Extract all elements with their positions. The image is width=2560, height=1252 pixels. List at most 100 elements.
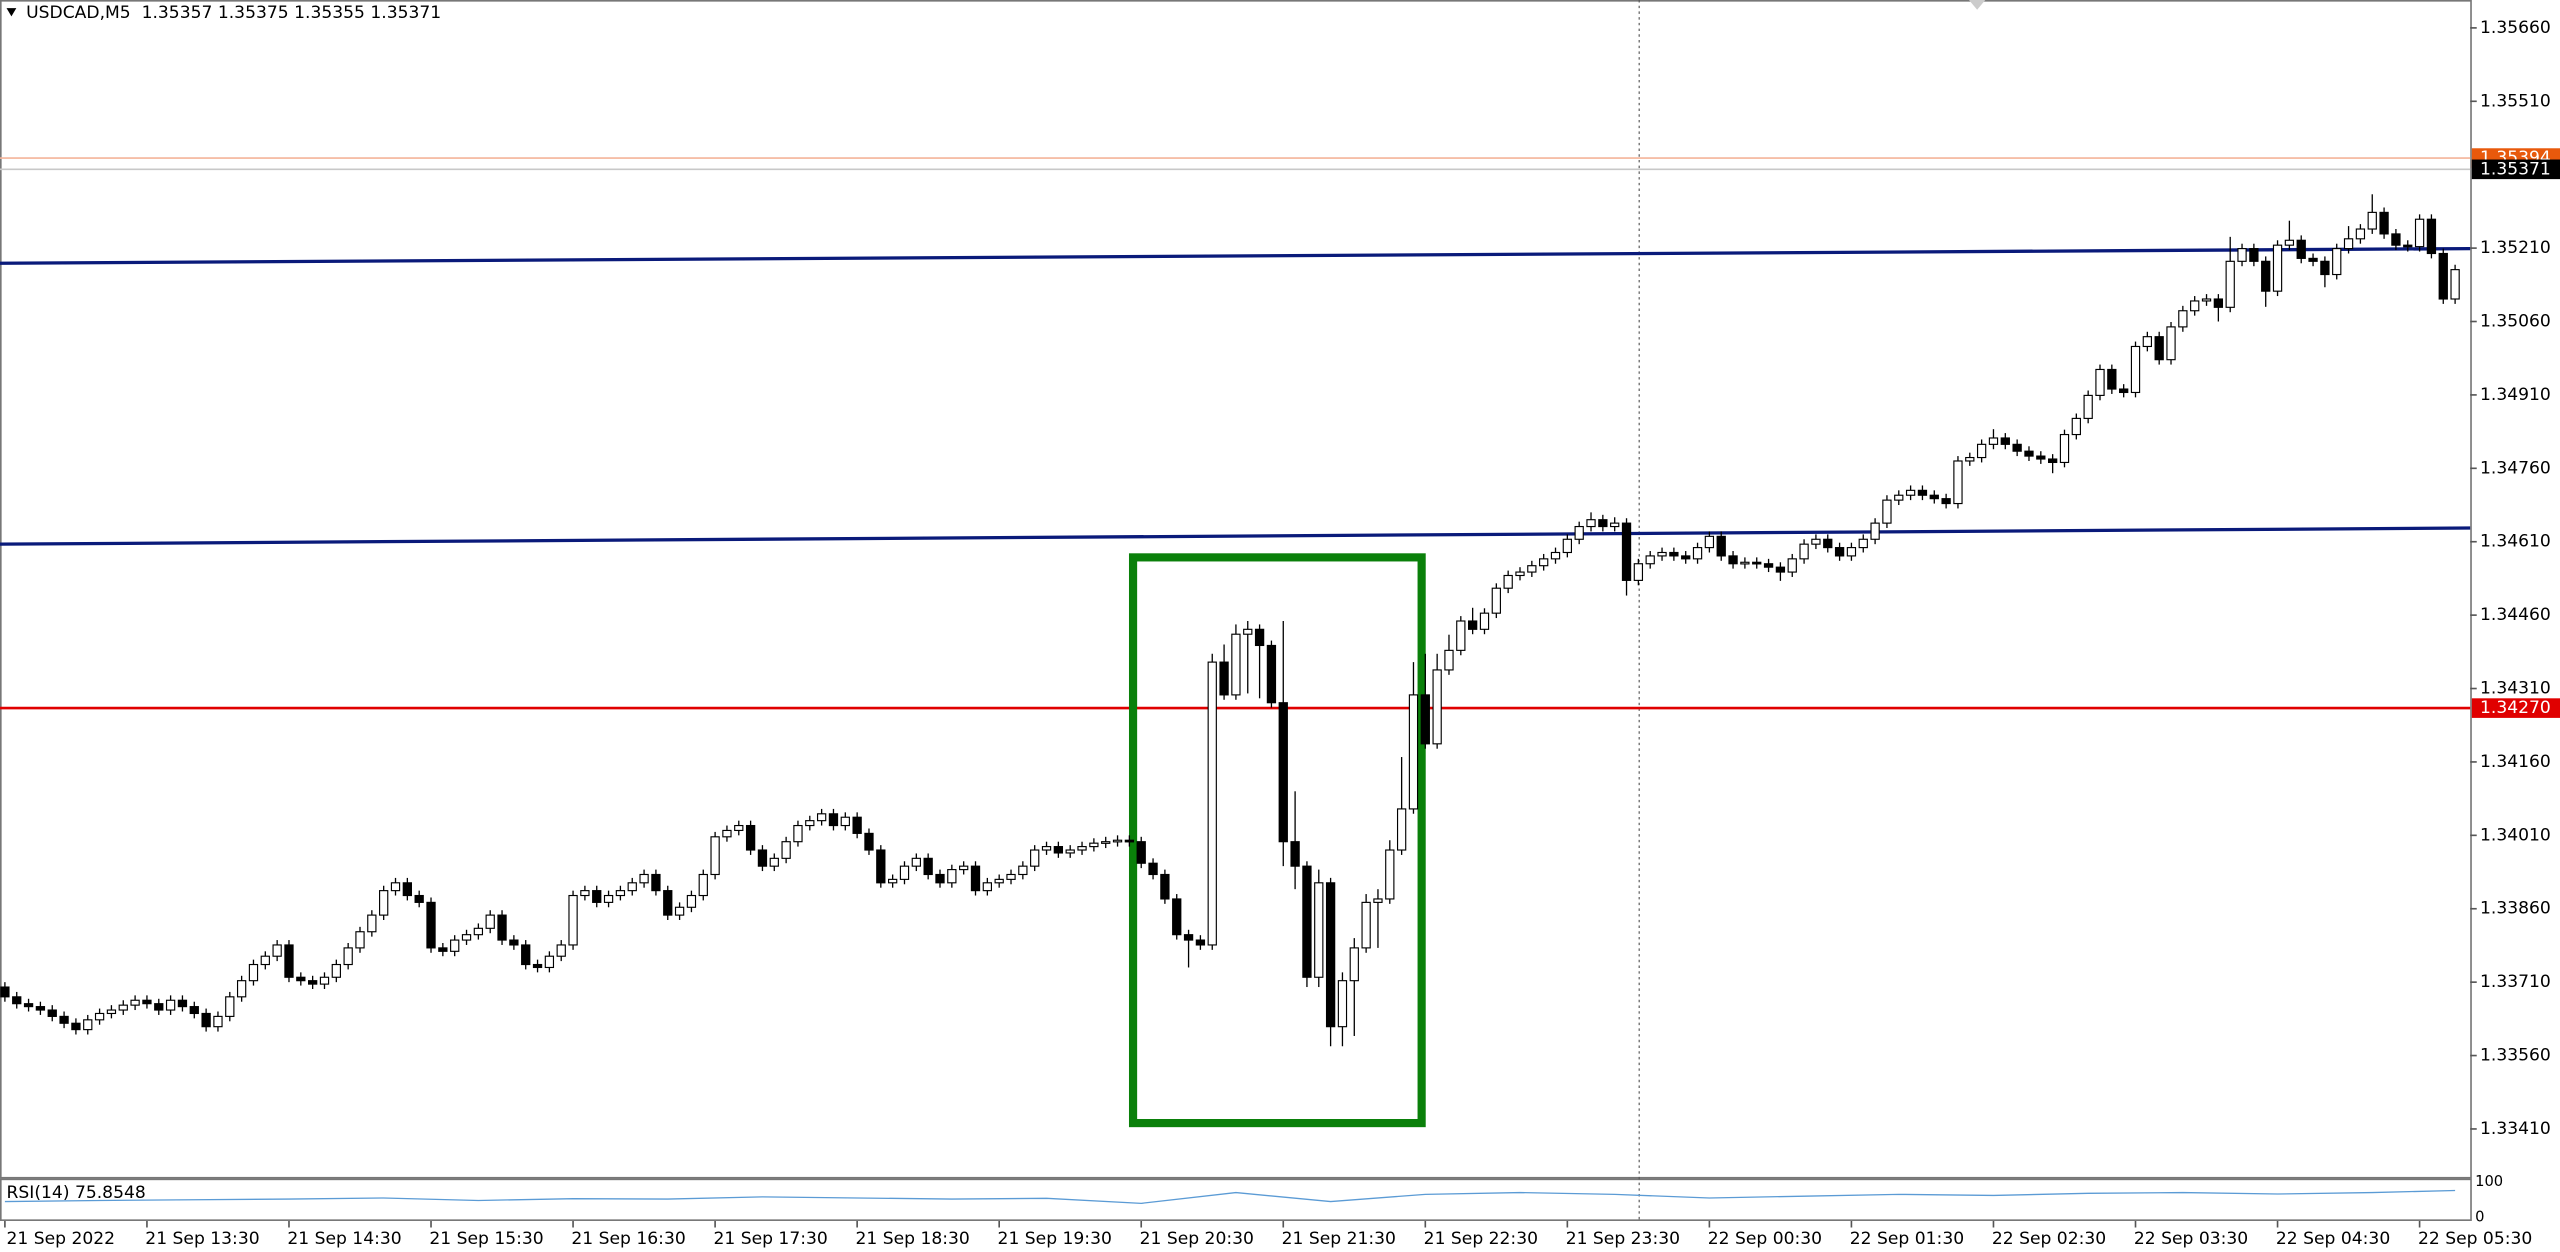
candle-body <box>367 914 377 933</box>
candle-body <box>864 832 874 851</box>
candle-body <box>94 1012 105 1021</box>
x-tick-label: 21 Sep 13:30 <box>145 1229 259 1249</box>
candle-body <box>840 816 850 827</box>
candle-body <box>1361 901 1371 949</box>
candle-body <box>1657 551 1667 557</box>
candle-body <box>947 869 957 884</box>
candle-body <box>2403 244 2413 248</box>
candle-body <box>722 829 732 838</box>
candle-body <box>2237 248 2247 262</box>
candle-body <box>781 841 791 859</box>
y-tick-label: 1.35060 <box>2480 312 2551 332</box>
candle-body <box>1669 551 1679 557</box>
candle-body <box>2296 239 2306 259</box>
candle-body <box>888 878 898 884</box>
candle-body <box>1136 841 1146 864</box>
candle-body <box>592 890 602 903</box>
candle-body <box>2154 336 2164 361</box>
candle-body <box>2332 248 2342 276</box>
candle-body <box>1811 538 1821 545</box>
candle-body <box>1385 849 1395 900</box>
candle-body <box>248 963 259 982</box>
candle-body <box>331 963 341 978</box>
candle-body <box>1254 628 1265 647</box>
candle-body <box>2201 298 2212 302</box>
candle-body <box>1905 489 1916 496</box>
y-tick-label: 1.33710 <box>2480 972 2551 992</box>
candle-body <box>485 914 495 929</box>
candle-body <box>236 980 247 998</box>
candle-body <box>12 996 22 1005</box>
candle-body <box>1775 566 1786 573</box>
candle-body <box>1752 561 1762 565</box>
candle-body <box>83 1019 93 1031</box>
x-tick-label: 21 Sep 21:30 <box>1282 1229 1396 1249</box>
candle-body <box>379 890 389 916</box>
x-tick-label: 22 Sep 04:30 <box>2276 1229 2390 1249</box>
candle-body <box>1219 661 1229 696</box>
x-tick-label: 21 Sep 14:30 <box>287 1229 401 1249</box>
rsi-line <box>4 1189 2456 1205</box>
candle-body <box>2320 260 2330 276</box>
y-tick-label: 1.33860 <box>2480 899 2551 919</box>
candle-body <box>2059 433 2070 464</box>
candle-body <box>544 955 555 969</box>
candle-body <box>1325 882 1336 1028</box>
candle-body <box>225 996 235 1017</box>
candle-body <box>615 890 626 897</box>
candle-body <box>568 894 578 946</box>
candle-body <box>1894 494 1904 501</box>
candle-body <box>1172 898 1182 936</box>
candle-body <box>2308 257 2318 262</box>
candle-body <box>2000 437 2010 445</box>
y-tick-label: 1.34910 <box>2480 385 2551 405</box>
candle-body <box>2355 228 2366 240</box>
candle-body <box>1953 460 1963 505</box>
candle-body <box>509 939 519 946</box>
candle-body <box>1077 846 1087 851</box>
candle-body <box>663 890 673 916</box>
candle-body <box>1728 555 1738 565</box>
candle-body <box>1763 563 1774 568</box>
candle-body <box>2249 248 2259 262</box>
candle-body <box>2166 326 2176 361</box>
y-tick-label: 1.34460 <box>2480 605 2551 625</box>
candle-body <box>118 1004 128 1011</box>
chart-header: USDCAD,M5 1.35357 1.35375 1.35355 1.3537… <box>26 3 441 23</box>
candle-body <box>47 1009 57 1017</box>
candle-body <box>154 1003 164 1011</box>
shift-marker <box>1968 0 1986 10</box>
candle-body <box>959 865 969 871</box>
candle-body <box>1314 882 1324 978</box>
price-tag <box>2471 698 2560 718</box>
candle-body <box>1243 628 1253 635</box>
candle-body <box>1882 499 1892 524</box>
candle-body <box>2343 238 2354 250</box>
candle-body <box>426 901 436 949</box>
candle-body <box>2107 368 2117 390</box>
candle-body <box>1550 551 1561 560</box>
candle-body <box>639 873 649 884</box>
candle-body <box>1278 702 1288 843</box>
price-tag <box>2471 159 2560 180</box>
candle-body <box>165 999 176 1011</box>
y-tick-label: 1.35510 <box>2480 91 2551 111</box>
candle-body <box>1515 571 1525 577</box>
candle-body <box>1112 839 1123 843</box>
x-tick-label: 21 Sep 18:30 <box>856 1229 970 1249</box>
symbol-menu[interactable] <box>6 8 17 17</box>
candle-body <box>1396 808 1407 851</box>
candle-body <box>2178 310 2188 328</box>
candle-body <box>1917 489 1928 496</box>
x-tick-label: 22 Sep 00:30 <box>1708 1229 1822 1249</box>
candle-body <box>2036 455 2046 460</box>
candle-body <box>2272 244 2283 292</box>
candle-body <box>2450 269 2460 300</box>
candle-body <box>1160 873 1170 900</box>
candle-body <box>130 999 140 1006</box>
candle-body <box>1645 555 1655 565</box>
x-tick-label: 21 Sep 15:30 <box>429 1229 543 1249</box>
candle-body <box>284 944 294 978</box>
y-tick-label: 1.35660 <box>2480 18 2551 38</box>
trendline <box>0 526 2471 546</box>
